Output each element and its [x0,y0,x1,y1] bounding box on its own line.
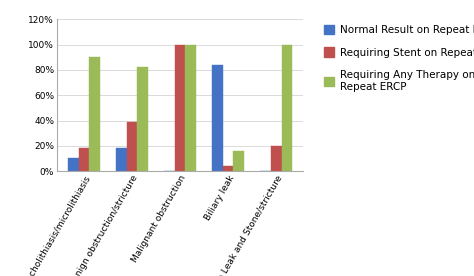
Legend: Normal Result on Repeat ERCP, Requiring Stent on Repeat ERCP, Requiring Any Ther: Normal Result on Repeat ERCP, Requiring … [321,22,474,95]
Bar [175,45,185,171]
Bar [271,146,282,171]
Bar [212,65,223,171]
Bar [223,166,234,171]
Bar [79,148,89,171]
Bar [282,45,292,171]
Bar [137,67,148,171]
Bar [185,45,196,171]
Bar [234,151,244,171]
Bar [68,158,79,171]
Bar [89,57,100,171]
Bar [127,122,137,171]
Bar [116,148,127,171]
